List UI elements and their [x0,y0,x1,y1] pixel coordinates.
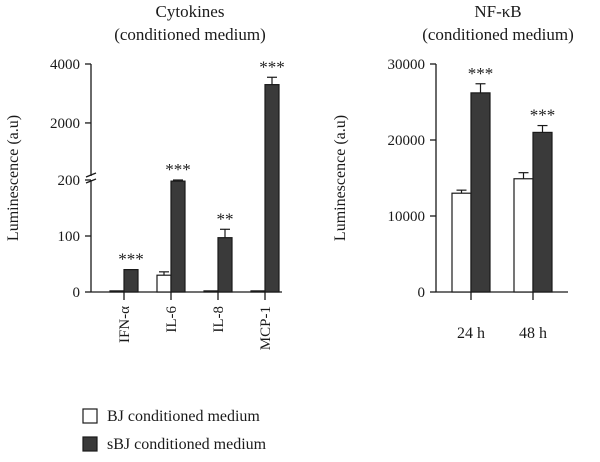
cytokines-x-tick-label: IL-8 [211,306,227,333]
nfkb-title: NF-κB [474,2,521,21]
legend-swatch-sbj [82,436,98,452]
cytokines-y-tick-label: 100 [58,229,81,245]
nfkb-y-tick-label: 10000 [388,209,426,225]
bar-24-h-sbj [470,92,491,293]
cytokines-panel: Cytokines (conditioned medium) Luminesce… [5,2,285,350]
cytokines-y-tick-label: 2000 [50,116,80,132]
legend: BJ conditioned medium sBJ conditioned me… [82,408,267,453]
cytokines-tick-labels: 0 100 200 2000 4000 IFN-α IL-6 IL-8 MCP-1 [50,57,274,350]
cytokines-y-tick-label: 200 [58,173,81,189]
nfkb-tick-labels: 0 10000 20000 30000 24 h 48 h [388,57,548,342]
nfkb-subtitle: (conditioned medium) [422,25,574,44]
nfkb-bars: *** *** [451,64,556,293]
cytokines-x-tick-label: IFN-α [117,306,133,343]
bar-il-6-bj [156,274,172,293]
bar-il-8-bj [203,290,219,293]
bar-mcp-1-sbj [264,84,280,293]
significance-mcp-1: *** [259,57,285,76]
cytokines-bars: *********** [109,57,285,293]
nfkb-y-tick-label: 0 [418,285,426,301]
cytokines-x-tick-label: MCP-1 [258,306,274,350]
nfkb-y-tick-label: 20000 [388,133,426,149]
cytokines-y-tick-label: 0 [73,285,81,301]
bar-24-h-bj [451,192,472,293]
cytokines-y-tick-label: 4000 [50,57,80,73]
bar-il-8-sbj [217,237,233,293]
significance-il-8: ** [217,209,234,228]
significance-ifn: *** [118,250,144,269]
legend-swatch-bj [82,408,98,424]
significance-24-h: *** [468,64,494,83]
cytokines-title: Cytokines [156,2,225,21]
cytokines-x-tick-label: IL-6 [164,306,180,333]
nfkb-x-tick-label: 24 h [457,325,485,342]
cytokines-subtitle: (conditioned medium) [114,25,266,44]
bar-48-h-sbj [532,131,553,293]
nfkb-y-axis-label: Luminescence (a.u) [332,115,349,241]
nfkb-panel: NF-κB (conditioned medium) Luminescence … [332,2,574,342]
legend-label-bj: BJ conditioned medium [107,408,260,425]
nfkb-x-tick-label: 48 h [519,325,547,342]
significance-48-h: *** [530,106,556,125]
bar-ifn-bj [109,290,125,293]
cytokines-axis-break-mark [85,178,97,184]
cytokines-y-axis-label: Luminescence (a.u) [5,115,22,241]
bar-mcp-1-bj [250,290,266,293]
bar-il-6-sbj [170,180,186,293]
cytokines-axis-break-mark [85,172,97,178]
bar-ifn-sbj [123,269,139,293]
nfkb-y-tick-label: 30000 [388,57,426,73]
significance-il-6: *** [165,160,191,179]
legend-label-sbj: sBJ conditioned medium [107,436,267,453]
bar-48-h-bj [513,178,534,293]
